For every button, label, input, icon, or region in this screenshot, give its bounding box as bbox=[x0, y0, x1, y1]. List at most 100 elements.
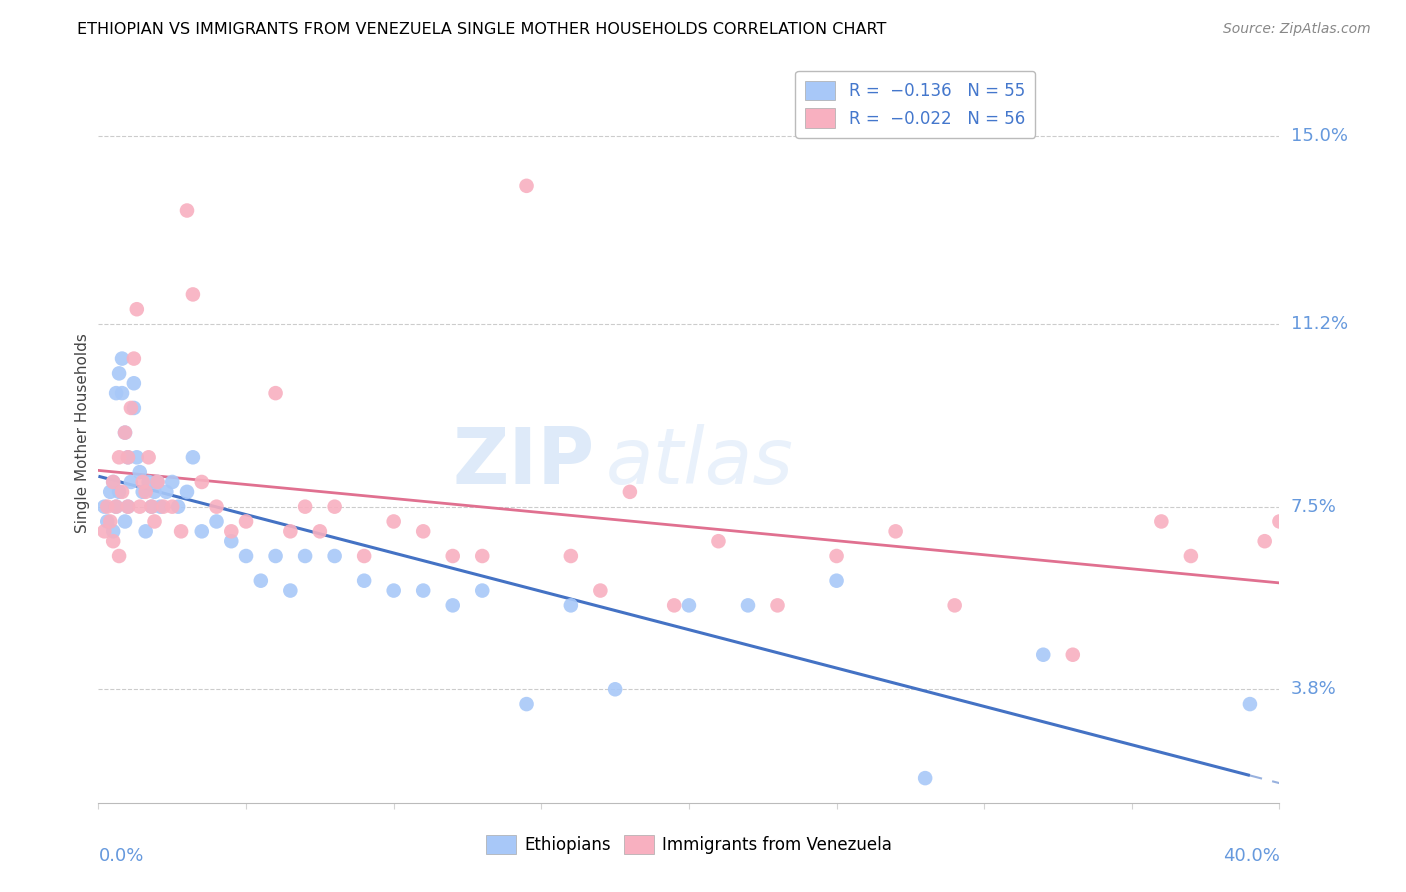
Point bbox=[884, 524, 907, 539]
Point bbox=[138, 475, 160, 489]
Point bbox=[176, 203, 198, 218]
Point bbox=[560, 599, 582, 613]
Point bbox=[132, 475, 155, 489]
Text: ZIP: ZIP bbox=[453, 425, 595, 500]
Text: 40.0%: 40.0% bbox=[1223, 847, 1279, 865]
Point bbox=[170, 524, 193, 539]
Point bbox=[93, 524, 115, 539]
Point bbox=[737, 599, 759, 613]
Text: 0.0%: 0.0% bbox=[98, 847, 143, 865]
Point bbox=[323, 500, 346, 514]
Point bbox=[294, 549, 316, 563]
Point bbox=[108, 549, 131, 563]
Legend: Ethiopians, Immigrants from Venezuela: Ethiopians, Immigrants from Venezuela bbox=[479, 829, 898, 861]
Point bbox=[323, 549, 346, 563]
Point bbox=[294, 500, 316, 514]
Point bbox=[111, 484, 134, 499]
Point bbox=[117, 450, 139, 465]
Point bbox=[1180, 549, 1202, 563]
Point bbox=[114, 425, 136, 440]
Y-axis label: Single Mother Households: Single Mother Households bbox=[75, 333, 90, 533]
Point bbox=[221, 524, 243, 539]
Text: 15.0%: 15.0% bbox=[1291, 128, 1347, 145]
Point bbox=[250, 574, 273, 588]
Point bbox=[162, 500, 183, 514]
Text: atlas: atlas bbox=[606, 425, 794, 500]
Text: 11.2%: 11.2% bbox=[1291, 315, 1348, 333]
Point bbox=[128, 465, 150, 479]
Point bbox=[382, 583, 405, 598]
Point bbox=[117, 500, 139, 514]
Point bbox=[825, 549, 848, 563]
Point bbox=[280, 524, 302, 539]
Point bbox=[280, 583, 302, 598]
Point bbox=[1268, 515, 1291, 529]
Point bbox=[143, 484, 166, 499]
Point bbox=[105, 500, 128, 514]
Point bbox=[125, 450, 148, 465]
Point bbox=[128, 500, 150, 514]
Point bbox=[1239, 697, 1261, 711]
Point bbox=[1254, 534, 1277, 549]
Point bbox=[235, 515, 257, 529]
Point bbox=[114, 425, 136, 440]
Point bbox=[105, 386, 128, 401]
Point bbox=[516, 697, 538, 711]
Point bbox=[120, 401, 142, 415]
Text: ETHIOPIAN VS IMMIGRANTS FROM VENEZUELA SINGLE MOTHER HOUSEHOLDS CORRELATION CHAR: ETHIOPIAN VS IMMIGRANTS FROM VENEZUELA S… bbox=[77, 22, 887, 37]
Point bbox=[605, 682, 627, 697]
Point bbox=[108, 450, 131, 465]
Point bbox=[191, 475, 214, 489]
Text: 7.5%: 7.5% bbox=[1291, 498, 1337, 516]
Point bbox=[141, 500, 163, 514]
Point bbox=[152, 500, 174, 514]
Point bbox=[664, 599, 686, 613]
Point bbox=[141, 500, 163, 514]
Point bbox=[382, 515, 405, 529]
Point bbox=[516, 178, 538, 193]
Point bbox=[93, 500, 115, 514]
Point bbox=[205, 500, 228, 514]
Point bbox=[96, 515, 118, 529]
Point bbox=[914, 771, 936, 785]
Point bbox=[191, 524, 214, 539]
Point bbox=[146, 475, 169, 489]
Point bbox=[103, 524, 125, 539]
Point bbox=[441, 599, 464, 613]
Point bbox=[1032, 648, 1054, 662]
Point bbox=[181, 287, 204, 301]
Point bbox=[221, 534, 243, 549]
Point bbox=[176, 484, 198, 499]
Point bbox=[138, 450, 160, 465]
Point bbox=[943, 599, 966, 613]
Point bbox=[117, 450, 139, 465]
Point bbox=[125, 302, 148, 317]
Point bbox=[108, 367, 131, 381]
Text: 3.8%: 3.8% bbox=[1291, 681, 1336, 698]
Point bbox=[167, 500, 190, 514]
Point bbox=[412, 583, 434, 598]
Point bbox=[132, 484, 155, 499]
Point bbox=[143, 515, 166, 529]
Point bbox=[103, 475, 125, 489]
Point bbox=[108, 484, 131, 499]
Point bbox=[111, 386, 134, 401]
Point bbox=[309, 524, 332, 539]
Point bbox=[135, 484, 157, 499]
Point bbox=[149, 500, 172, 514]
Point bbox=[1150, 515, 1173, 529]
Point bbox=[264, 386, 287, 401]
Point bbox=[114, 515, 136, 529]
Point bbox=[825, 574, 848, 588]
Point bbox=[122, 401, 145, 415]
Point bbox=[181, 450, 204, 465]
Point bbox=[162, 475, 183, 489]
Point bbox=[560, 549, 582, 563]
Text: Source: ZipAtlas.com: Source: ZipAtlas.com bbox=[1223, 22, 1371, 37]
Point bbox=[135, 524, 157, 539]
Point bbox=[441, 549, 464, 563]
Point bbox=[471, 549, 494, 563]
Point bbox=[105, 500, 128, 514]
Point bbox=[678, 599, 700, 613]
Point bbox=[98, 515, 121, 529]
